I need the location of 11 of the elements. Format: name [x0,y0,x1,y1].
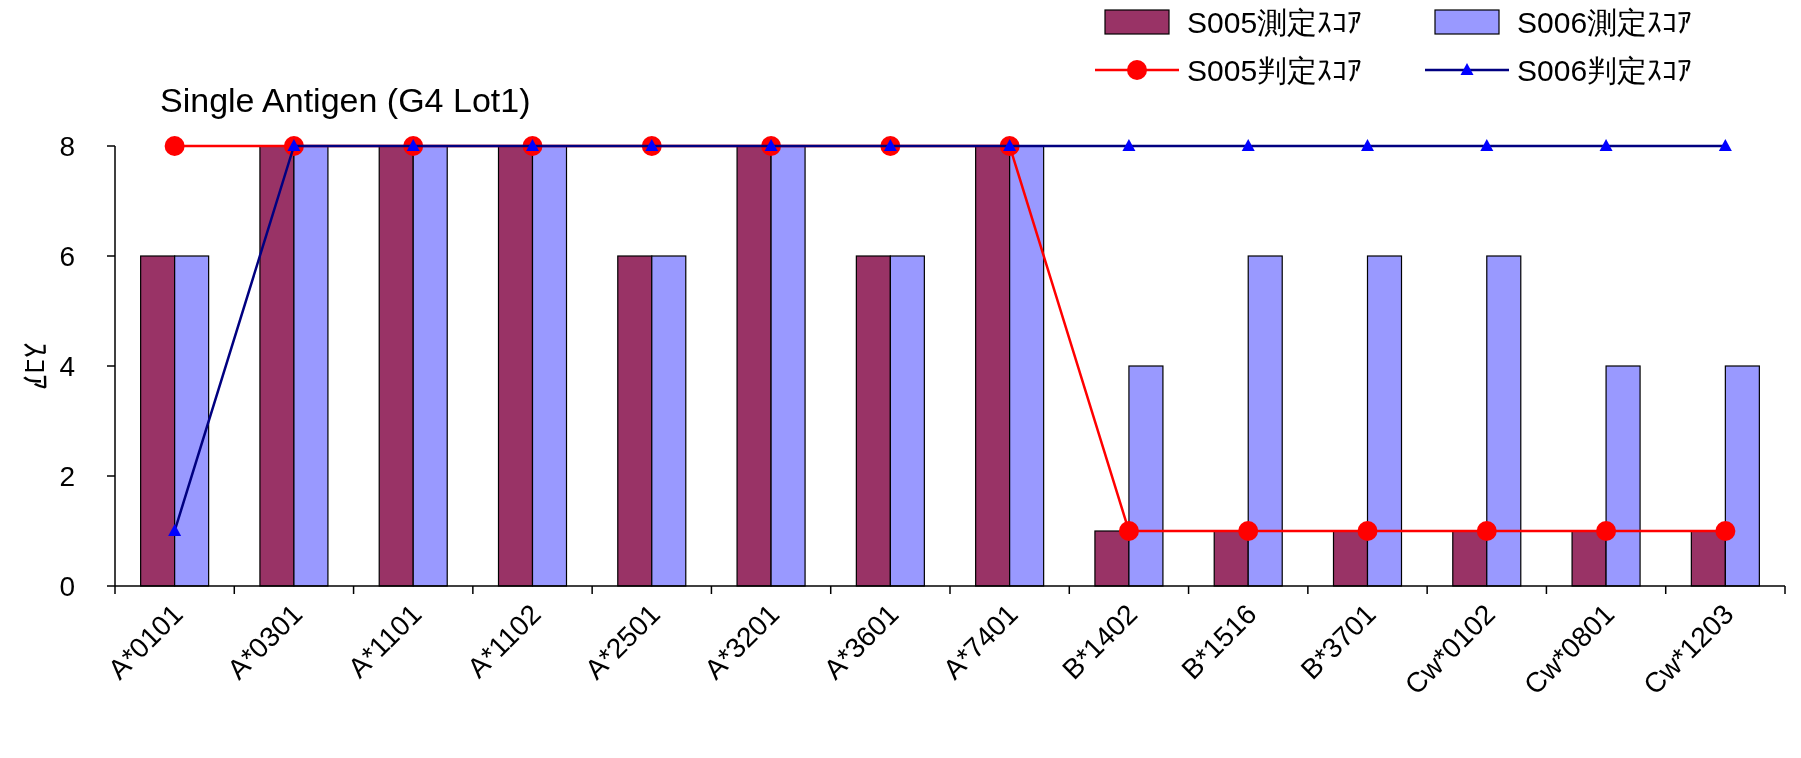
y-tick-label: 0 [59,571,75,602]
y-tick-label: 4 [59,351,75,382]
y-tick-label: 8 [59,131,75,162]
y-tick-label: 6 [59,241,75,272]
legend-label: S006測定ｽｺｱ [1517,6,1693,39]
legend-label: S005判定ｽｺｱ [1187,54,1363,87]
y-axis-title: ｽｺｱ [17,342,53,390]
legend-label: S005測定ｽｺｱ [1187,6,1363,39]
y-tick-label: 2 [59,461,75,492]
legend-label: S006判定ｽｺｱ [1517,54,1693,87]
chart-title: Single Antigen (G4 Lot1) [160,81,531,119]
